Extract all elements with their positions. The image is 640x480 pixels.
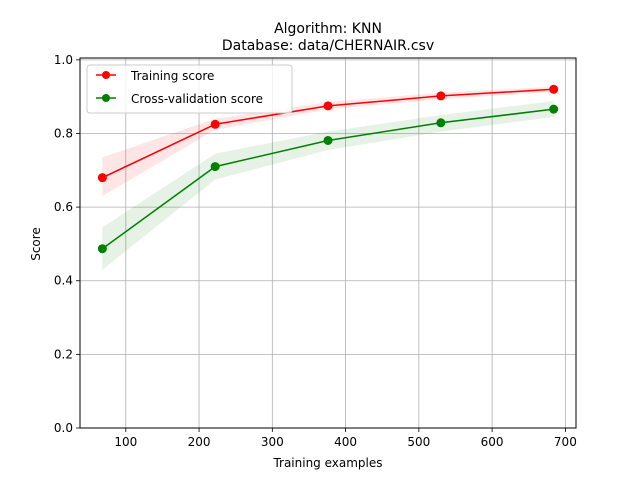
training-score-point xyxy=(436,91,446,101)
chart-title-line-1: Algorithm: KNN xyxy=(274,21,382,37)
y-tick-label: 0.4 xyxy=(54,274,73,288)
x-tick-label: 300 xyxy=(261,435,284,449)
legend-marker-cv xyxy=(102,94,110,102)
x-tick-label: 400 xyxy=(334,435,357,449)
x-axis-ticks: 100 200 300 400 500 600 700 xyxy=(114,428,577,449)
x-tick-label: 600 xyxy=(481,435,504,449)
legend-box xyxy=(86,64,293,114)
grid xyxy=(80,58,576,429)
legend-label-cv: Cross-validation score xyxy=(131,92,263,106)
training-score-point xyxy=(549,84,559,94)
series-markers xyxy=(97,84,559,254)
plot-frame xyxy=(79,57,577,429)
y-tick-label: 1.0 xyxy=(54,53,73,67)
cv-score-band xyxy=(102,101,554,270)
legend: Training score Cross-validation score xyxy=(86,64,293,114)
cv-score-point xyxy=(323,135,333,145)
x-tick-label: 500 xyxy=(407,435,430,449)
y-axis-ticks: 0.0 0.2 0.4 0.6 0.8 1.0 xyxy=(54,53,80,435)
score-bands xyxy=(102,86,554,270)
legend-marker-training xyxy=(102,71,110,79)
x-tick-label: 700 xyxy=(554,435,577,449)
x-tick-label: 100 xyxy=(114,435,137,449)
x-axis-label: Training examples xyxy=(272,456,382,470)
y-tick-label: 0.6 xyxy=(54,200,73,214)
y-tick-label: 0.2 xyxy=(54,347,73,361)
training-score-point xyxy=(210,119,220,129)
training-score-point xyxy=(323,101,333,111)
training-score-point xyxy=(97,173,107,183)
y-axis-label: Score xyxy=(29,227,43,261)
y-tick-label: 0.0 xyxy=(54,421,73,435)
chart-title-line-2: Database: data/CHERNAIR.csv xyxy=(222,38,434,54)
y-tick-label: 0.8 xyxy=(54,126,73,140)
legend-label-training: Training score xyxy=(130,69,214,83)
cv-score-point xyxy=(549,104,559,114)
cv-score-point xyxy=(97,244,107,254)
cv-score-point xyxy=(436,118,446,128)
cv-score-line xyxy=(101,108,554,250)
cv-score-point xyxy=(210,162,220,172)
x-tick-label: 200 xyxy=(188,435,211,449)
